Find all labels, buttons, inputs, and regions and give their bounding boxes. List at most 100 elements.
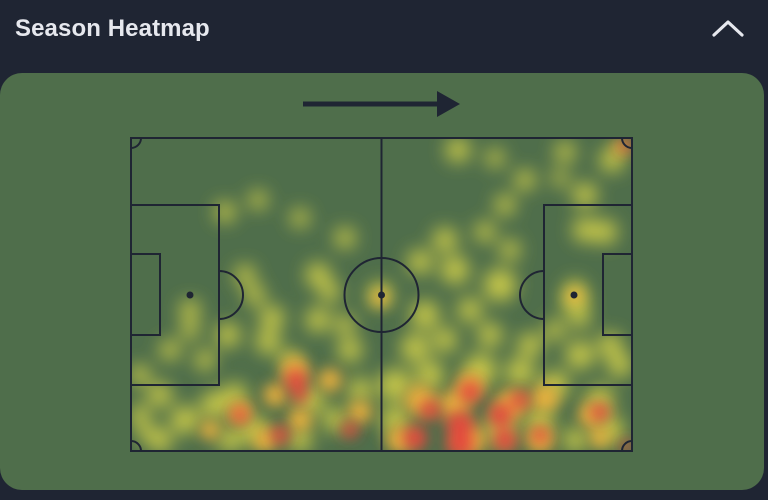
heat-blob [271, 426, 289, 444]
right-penalty-arc [519, 270, 545, 320]
corner-arc [621, 137, 633, 149]
heat-blob [180, 300, 200, 320]
heat-blob [401, 334, 429, 362]
heat-blob [515, 170, 535, 190]
heat-blob [260, 306, 284, 330]
corner-arc [621, 440, 633, 452]
heat-blob [348, 378, 372, 402]
heat-blob [506, 358, 534, 386]
heat-blob [291, 209, 309, 227]
heat-blob [486, 149, 504, 167]
heat-blob [526, 406, 554, 434]
heat-blob [263, 383, 287, 407]
heat-blob [555, 142, 575, 162]
left-goal-area [130, 253, 161, 336]
heat-blob [545, 320, 565, 340]
heat-blob [433, 228, 457, 252]
heat-blob [148, 383, 172, 407]
heat-blob [566, 341, 594, 369]
heat-blob [379, 369, 411, 401]
right-goal-area [602, 253, 633, 336]
heat-blob [285, 369, 307, 391]
heat-blob [200, 420, 220, 440]
heat-blob [245, 285, 265, 305]
heat-blob [621, 440, 632, 451]
heat-blob [181, 321, 199, 339]
heat-blob [342, 422, 358, 438]
heat-blob [216, 323, 240, 347]
heat-blob [570, 308, 590, 328]
center-circle [343, 257, 420, 333]
heat-blob [249, 191, 267, 209]
heat-blob [446, 430, 474, 451]
heat-blob [531, 384, 559, 412]
heat-blob [131, 365, 150, 385]
heat-blob [500, 240, 520, 260]
heat-blob [598, 333, 622, 357]
heat-blob [511, 391, 529, 409]
heat-blob [256, 330, 280, 354]
heat-blob [218, 428, 242, 451]
heat-blob [416, 361, 444, 389]
heat-blob [408, 250, 432, 274]
heat-blob [253, 428, 277, 451]
heat-blob [403, 426, 427, 450]
heat-blob [475, 222, 495, 242]
heat-blob [573, 183, 597, 207]
heat-blob [137, 424, 153, 440]
heat-blob [411, 301, 439, 329]
heat-blob [446, 138, 470, 162]
heat-blob [320, 282, 340, 302]
heat-blob [608, 353, 632, 377]
heat-blob [518, 333, 542, 357]
heat-blob [484, 269, 516, 301]
heat-blob [573, 218, 597, 242]
heat-blob [433, 328, 457, 352]
collapse-button[interactable] [706, 12, 750, 46]
heat-blob [420, 400, 440, 420]
heat-blob [335, 315, 355, 335]
heat-layer [131, 138, 632, 451]
heat-blob [348, 400, 372, 424]
heat-blob [201, 391, 229, 419]
heat-blob [532, 427, 548, 443]
heat-blob [335, 228, 355, 248]
left-penalty-spot [186, 291, 194, 299]
heat-blob [288, 408, 312, 432]
heat-blob [441, 256, 469, 284]
right-penalty-spot [570, 291, 578, 299]
heat-blob [232, 407, 248, 423]
heat-blob [563, 428, 587, 451]
heat-blob [493, 428, 517, 451]
heat-blob [171, 406, 199, 434]
heat-blob [323, 408, 347, 432]
heat-blob [292, 387, 308, 403]
section-title: Season Heatmap [15, 15, 210, 42]
heat-blob [288, 428, 312, 451]
heat-blob [488, 403, 512, 427]
heat-blob [318, 368, 342, 392]
heat-blob [590, 428, 610, 448]
heat-blob [478, 323, 502, 347]
heat-blob [552, 170, 568, 186]
heat-blob [148, 428, 172, 451]
chevron-up-icon [712, 20, 744, 37]
heat-blob [458, 298, 482, 322]
heat-blob [459, 381, 481, 403]
left-penalty-arc [218, 270, 244, 320]
heat-blob [160, 340, 180, 360]
heat-blob [306, 308, 330, 332]
heat-blob [593, 220, 617, 244]
heat-blob [495, 195, 515, 215]
heat-blob [131, 405, 150, 425]
heat-blob [591, 403, 609, 421]
heat-blob [306, 263, 330, 287]
corner-arc [130, 440, 142, 452]
arrow-right-icon [303, 91, 460, 117]
corner-arc [130, 137, 142, 149]
heat-blob [235, 265, 255, 285]
center-spot [378, 291, 385, 299]
section-header: Season Heatmap [0, 0, 768, 62]
heat-blob [195, 350, 215, 370]
